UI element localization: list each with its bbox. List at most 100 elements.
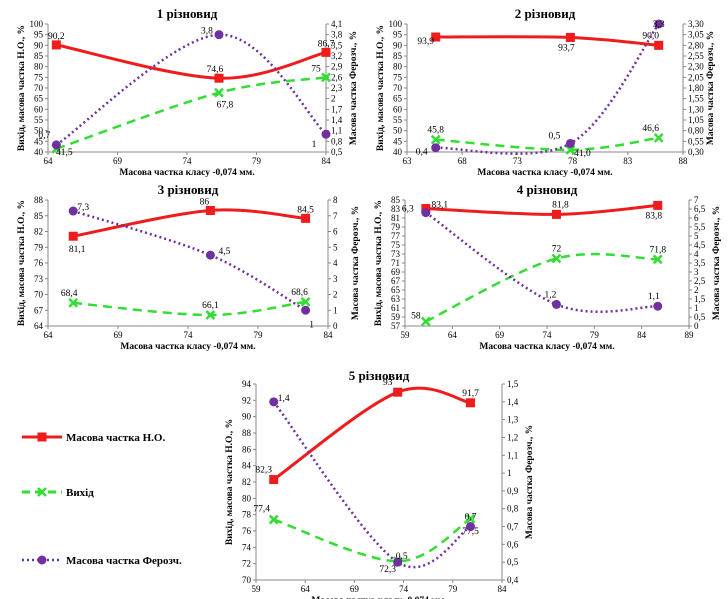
series-line-3 [272,401,472,569]
data-label: 77,5 [462,527,479,537]
data-label: 75 [311,64,321,74]
y-tick-label: 95 [34,30,44,40]
data-point-x [465,513,476,524]
y2-tick-label: 1,55 [688,94,704,104]
x-axis-title: Масова частка класу -0,074 мм. [311,596,446,599]
y2-tick-label: 2,5 [694,276,706,286]
data-point-x [551,253,562,264]
x-tick-label: 89 [685,330,695,340]
data-label: 66,1 [202,301,219,311]
y-tick-label: 55 [393,115,403,125]
legend-circle-marker [37,555,47,565]
data-point-circle [393,557,403,567]
data-label: 1 [309,320,314,330]
x-tick-label: 64 [301,584,311,594]
data-point-x [300,296,311,307]
data-point-x [214,87,224,98]
data-label: 45,8 [427,126,444,136]
data-point-square [393,387,403,397]
y-tick-label: 76 [242,526,252,536]
x-tick-label: 83 [623,156,633,166]
y-tick-label: 76 [34,258,44,268]
y2-tick-label: 5 [333,242,338,252]
data-label: 74,6 [207,65,224,75]
y-axis-title: Вихід, масова частка Н.О., % [373,200,384,326]
y-tick-label: 90 [34,40,44,50]
y2-tick-label: 6 [333,227,338,237]
data-label: 77,4 [253,505,270,515]
y2-tick-label: 7 [694,195,699,205]
data-point-circle [269,397,279,407]
y-tick-label: 45 [393,136,403,146]
data-point-circle [653,301,663,311]
data-point-circle [466,522,476,532]
y2-tick-label: 2,55 [688,51,704,61]
data-point-square [68,231,78,241]
y2-tick-label: 0,5 [507,557,519,567]
data-point-x [430,134,441,145]
y2-tick-label: 0,9 [507,486,519,496]
y-tick-label: 83 [391,204,401,214]
y-tick-label: 92 [242,395,251,405]
y-tick-label: 90 [393,40,403,50]
y-tick-label: 75 [34,72,44,82]
y2-tick-label: 0 [333,321,338,331]
y-tick-label: 70 [242,575,252,585]
y2-tick-label: 2 [331,94,336,104]
chart-title: 4 різновид [517,182,578,197]
y-tick-label: 77 [391,231,401,241]
y-tick-label: 75 [393,72,403,82]
y-tick-label: 64 [34,321,44,331]
y-tick-label: 70 [34,290,44,300]
series-line-3 [72,209,307,312]
x-tick-label: 79 [254,330,264,340]
y-tick-label: 85 [34,211,44,221]
x-tick-label: 84 [322,156,332,166]
y-tick-label: 70 [393,83,403,93]
y-tick-label: 100 [389,19,403,29]
y2-tick-label: 1,4 [331,115,343,125]
x-tick-label: 68 [458,156,468,166]
data-label: 91,7 [462,389,479,399]
y-tick-label: 79 [34,242,44,252]
data-point-square [51,40,61,50]
data-label: 0,5 [548,131,560,141]
y2-tick-label: 2,6 [331,72,343,82]
y-tick-label: 81 [391,213,400,223]
y2-axis-title: Масова частка Ферозч., % [706,31,716,145]
legend: Масова частка Н.О. Вихід Масова частка Ф… [22,432,182,567]
series-line-2 [425,252,658,323]
y2-tick-label: 1,7 [331,104,343,114]
legend-item-iron: Масова частка Ферозч. [22,555,182,567]
y2-tick-label: 3,8 [331,30,343,40]
y2-tick-label: 1,3 [507,415,519,425]
data-point-circle [68,206,78,216]
y2-tick-label: 2 [694,285,699,295]
x-tick-label: 84 [498,584,508,594]
data-point-square [431,32,441,42]
y2-tick-label: 2,30 [688,62,704,72]
data-point-square [205,206,215,215]
y2-axis-title: Масова частка Ферозч., % [349,31,359,145]
series-line-2 [273,517,472,563]
y-tick-label: 70 [34,83,44,93]
y2-tick-label: 1,4 [507,397,519,407]
y-tick-label: 79 [391,222,401,232]
series-line-3 [425,211,658,314]
y2-tick-label: 3,30 [688,19,704,29]
y2-tick-label: 4,5 [694,240,706,250]
x-tick-label: 84 [324,330,334,340]
y2-tick-label: 6 [694,213,699,223]
chart-title: 3 різновид [158,182,219,197]
data-point-circle [551,299,561,309]
data-label: 1,4 [278,394,290,404]
y2-tick-label: 1,5 [694,294,706,304]
data-label: 93,7 [558,43,575,53]
legend-label-iron: Масова частка Ферозч. [66,555,182,567]
data-point-square [466,398,476,408]
y2-tick-label: 4 [333,258,338,268]
data-label: 0,7 [38,131,50,141]
y-tick-label: 71 [391,258,400,268]
chart-title: 5 різновид [349,368,410,383]
